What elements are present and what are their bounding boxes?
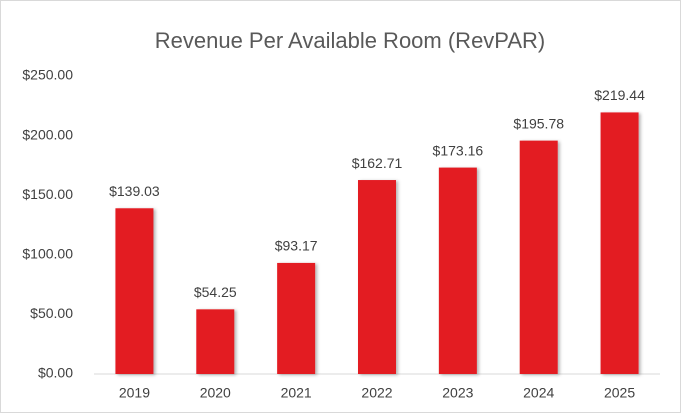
- data-label: $139.03: [109, 183, 160, 199]
- bar: [519, 140, 558, 374]
- y-tick-label: $0.00: [38, 365, 73, 381]
- x-tick-label: 2019: [119, 385, 150, 401]
- data-label: $173.16: [433, 142, 484, 158]
- y-tick-label: $100.00: [22, 246, 73, 262]
- y-tick-label: $250.00: [22, 67, 73, 83]
- y-tick-label: $150.00: [22, 186, 73, 202]
- bar: [438, 167, 477, 374]
- x-tick-label: 2021: [281, 385, 312, 401]
- bar: [357, 180, 397, 374]
- x-tick-label: 2020: [200, 385, 231, 401]
- chart-title: Revenue Per Available Room (RevPAR): [155, 28, 545, 53]
- data-label: $195.78: [513, 115, 564, 131]
- bar: [600, 112, 639, 374]
- bar: [115, 208, 154, 374]
- data-label: $162.71: [352, 155, 403, 171]
- x-tick-label: 2024: [523, 385, 554, 401]
- data-label: $219.44: [594, 87, 645, 103]
- x-tick-label: 2025: [604, 385, 635, 401]
- bar: [277, 262, 316, 374]
- data-label: $93.17: [275, 238, 318, 254]
- bar: [196, 309, 235, 374]
- y-tick-label: $50.00: [30, 305, 73, 321]
- y-tick-label: $200.00: [22, 126, 73, 142]
- x-tick-label: 2023: [442, 385, 473, 401]
- x-tick-label: 2022: [361, 385, 392, 401]
- data-label: $54.25: [194, 284, 237, 300]
